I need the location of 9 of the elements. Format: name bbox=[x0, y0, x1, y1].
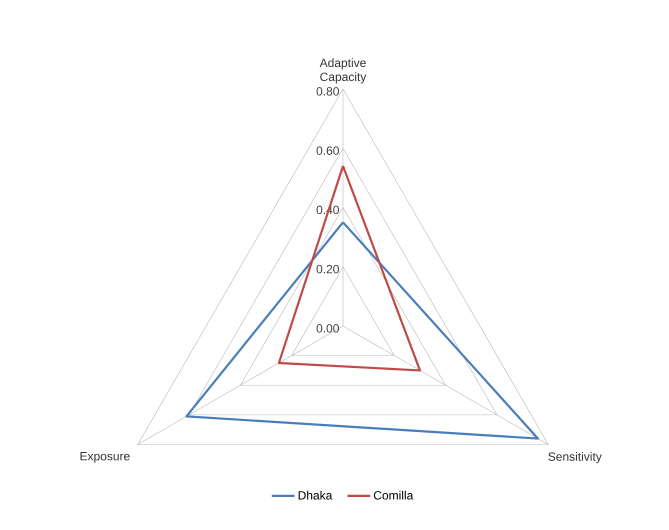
spoke-label: Sensitivity bbox=[548, 452, 602, 464]
spoke-label: Exposure bbox=[80, 452, 130, 463]
y-tick-label: 0.20 bbox=[316, 264, 339, 274]
y-tick-label: 0.60 bbox=[316, 146, 339, 155]
y-tick-label: 0.00 bbox=[316, 324, 339, 333]
spoke-label: Adaptive Capacity bbox=[320, 58, 366, 84]
y-tick-label: 0.80 bbox=[316, 87, 339, 96]
legend-label: Dhaka bbox=[298, 490, 332, 500]
legend-label: Comilla bbox=[374, 490, 414, 500]
